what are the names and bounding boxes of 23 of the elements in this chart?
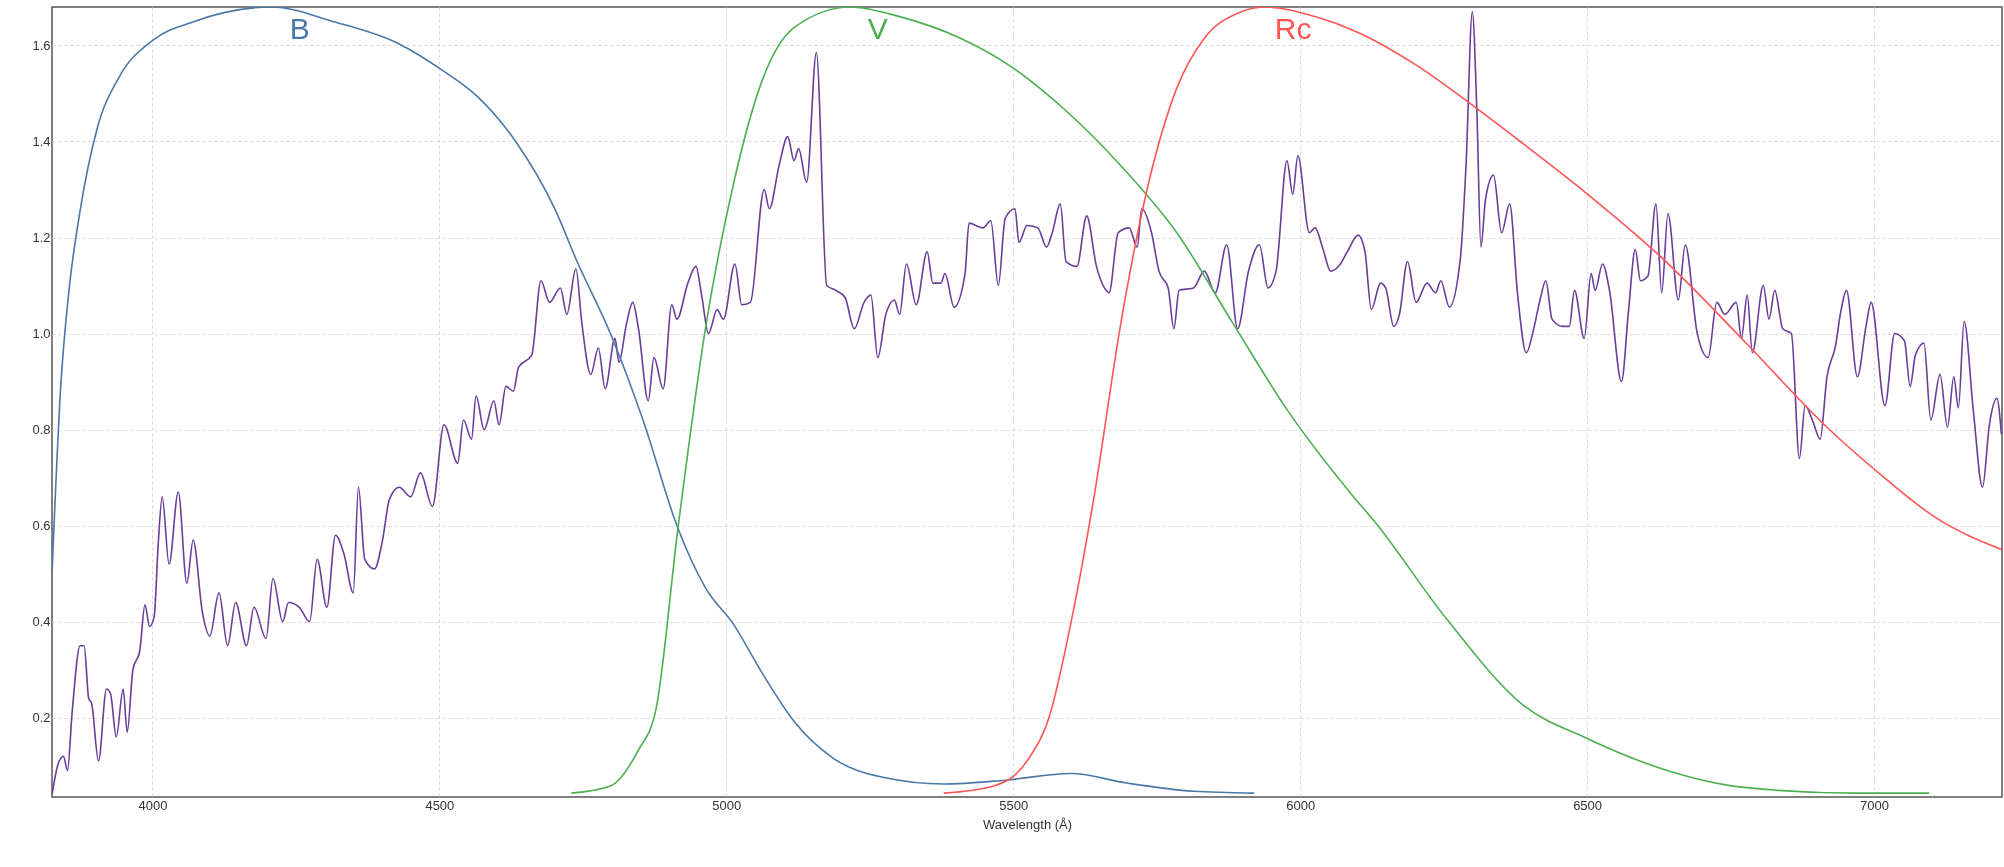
line-series <box>942 7 2002 794</box>
x-tick-label: 7000 <box>1860 797 1889 813</box>
y-tick-label: 1.6 <box>32 37 51 53</box>
line-series <box>52 7 1256 794</box>
line-series <box>52 11 2002 796</box>
x-tick-label: 4500 <box>425 797 455 813</box>
series-label: V <box>867 12 888 45</box>
y-tick-label: 1.0 <box>32 326 51 342</box>
x-tick-label: 5500 <box>999 797 1029 813</box>
y-tick-label: 0.4 <box>32 614 51 630</box>
x-tick-label: 6500 <box>1573 797 1603 813</box>
y-tick-label: 0.2 <box>32 710 51 726</box>
y-tick-label: 1.4 <box>32 133 51 149</box>
x-axis-title: Wavelength (Å) <box>982 816 1073 832</box>
series-label: B <box>289 12 310 45</box>
series-label: Rc <box>1274 12 1312 45</box>
y-tick-label: 0.6 <box>32 518 51 534</box>
line-series <box>570 7 1930 794</box>
x-tick-label: 5000 <box>712 797 742 813</box>
x-tick-label: 6000 <box>1286 797 1316 813</box>
y-tick-label: 1.2 <box>32 230 51 246</box>
x-tick-label: 4000 <box>138 797 168 813</box>
y-tick-label: 0.8 <box>32 422 51 438</box>
